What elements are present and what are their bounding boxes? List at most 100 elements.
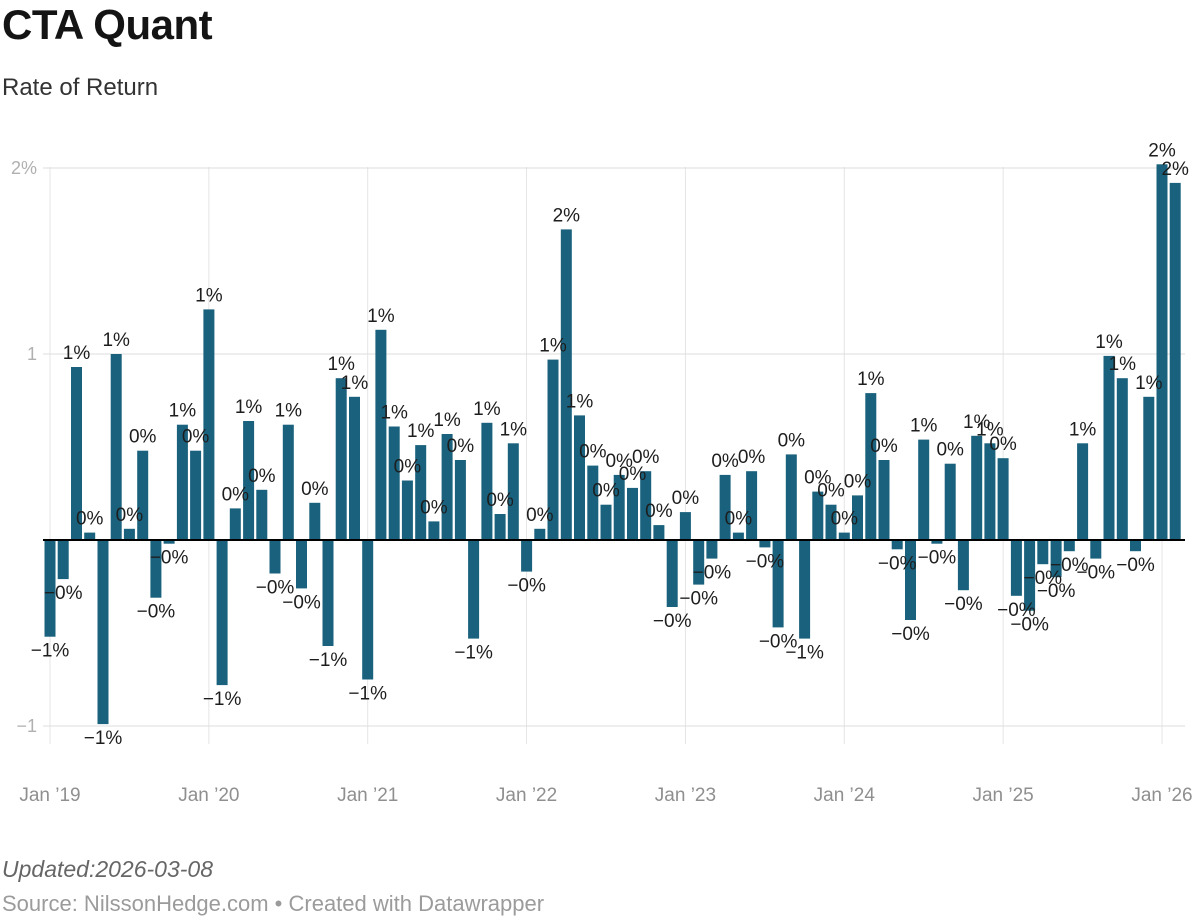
bar-2025-08[interactable]	[1090, 540, 1102, 559]
bar-2022-11[interactable]	[653, 525, 665, 540]
bar-2023-06[interactable]	[746, 471, 758, 540]
bar-2020-07[interactable]	[282, 424, 294, 540]
bar-2020-11[interactable]	[335, 378, 347, 540]
bar-2023-04[interactable]	[719, 474, 731, 540]
bar-2020-12[interactable]	[349, 396, 360, 540]
bar-2020-04[interactable]	[243, 421, 255, 540]
bar-2026-01[interactable]	[1156, 164, 1168, 541]
bar-value-label: 1%	[857, 369, 885, 390]
bar-2020-10[interactable]	[322, 540, 334, 646]
bar-2024-02[interactable]	[852, 495, 863, 540]
bar-2020-03[interactable]	[229, 508, 241, 540]
bar-2022-08[interactable]	[613, 474, 625, 540]
bar-2021-03[interactable]	[388, 426, 400, 541]
bar-value-label: 1%	[910, 416, 938, 437]
bar-2020-02[interactable]	[216, 540, 228, 686]
bar-2026-02[interactable]	[1169, 182, 1181, 540]
bar-2019-09[interactable]	[150, 540, 162, 598]
bar-2021-09[interactable]	[468, 540, 480, 639]
bar-2020-05[interactable]	[256, 489, 268, 540]
bar-2019-01[interactable]	[44, 540, 56, 637]
bar-2019-02[interactable]	[57, 540, 69, 580]
bar-2020-06[interactable]	[269, 540, 281, 574]
bar-2025-10[interactable]	[1116, 378, 1128, 540]
bar-2024-07[interactable]	[918, 439, 930, 540]
bar-2019-08[interactable]	[137, 450, 149, 540]
bar-2025-04[interactable]	[1037, 540, 1049, 565]
bar-2022-05[interactable]	[574, 415, 585, 540]
bar-2020-08[interactable]	[296, 540, 307, 589]
bar-2024-01[interactable]	[838, 532, 850, 540]
bar-2024-12[interactable]	[984, 443, 996, 540]
bar-2022-01[interactable]	[521, 540, 533, 572]
bar-2021-01[interactable]	[362, 540, 374, 680]
bar-2022-06[interactable]	[587, 465, 599, 540]
bar-2019-05[interactable]	[97, 540, 109, 725]
bar-2022-09[interactable]	[627, 487, 638, 540]
bar-value-label: 0%	[936, 440, 964, 461]
bar-2023-12[interactable]	[825, 504, 837, 540]
y-axis-label: 2%	[11, 158, 37, 178]
bar-2021-11[interactable]	[494, 514, 506, 540]
bar-2021-06[interactable]	[428, 521, 440, 540]
bar-2019-07[interactable]	[123, 528, 135, 540]
bar-2023-11[interactable]	[812, 491, 824, 540]
bar-2021-07[interactable]	[441, 434, 453, 540]
bar-2025-11[interactable]	[1130, 540, 1141, 552]
bar-2025-01[interactable]	[997, 458, 1009, 540]
bar-value-label: 1%	[407, 421, 435, 442]
bar-2025-09[interactable]	[1103, 355, 1115, 540]
bar-2025-06[interactable]	[1063, 540, 1075, 552]
bar-value-label: 2%	[1161, 159, 1189, 180]
bar-2023-07[interactable]	[759, 540, 771, 548]
bar-2023-09[interactable]	[785, 454, 797, 540]
bar-2022-12[interactable]	[666, 540, 678, 607]
bar-2024-08[interactable]	[931, 540, 943, 544]
bar-value-label: 1%	[1069, 419, 1097, 440]
bar-2021-08[interactable]	[454, 460, 466, 540]
bar-2019-04[interactable]	[84, 532, 96, 540]
bar-value-label: 0%	[394, 457, 422, 478]
bar-value-label: 1%	[1109, 354, 1137, 375]
bar-2024-09[interactable]	[944, 463, 956, 540]
bar-2023-08[interactable]	[772, 540, 784, 628]
bar-2025-05[interactable]	[1050, 540, 1062, 578]
bar-2022-04[interactable]	[560, 229, 572, 540]
bar-2024-10[interactable]	[957, 540, 969, 591]
bar-2020-01[interactable]	[203, 309, 215, 540]
bar-2022-07[interactable]	[600, 504, 612, 540]
bar-2022-10[interactable]	[640, 471, 652, 540]
bar-2024-03[interactable]	[865, 393, 877, 540]
bar-2023-01[interactable]	[679, 512, 691, 540]
bar-2021-05[interactable]	[415, 445, 427, 540]
bar-2023-05[interactable]	[732, 532, 744, 540]
bar-2023-10[interactable]	[799, 540, 811, 639]
bar-2022-02[interactable]	[534, 528, 546, 540]
bar-2024-05[interactable]	[891, 540, 903, 550]
bar-2025-02[interactable]	[1010, 540, 1022, 596]
bar-2021-02[interactable]	[375, 329, 387, 540]
bar-2024-11[interactable]	[971, 435, 983, 540]
bar-2024-04[interactable]	[878, 460, 890, 540]
bar-2019-03[interactable]	[71, 367, 82, 540]
bar-2022-03[interactable]	[547, 359, 559, 540]
bar-value-label: −0%	[679, 589, 718, 610]
bar-2025-07[interactable]	[1077, 443, 1089, 540]
bar-2019-12[interactable]	[190, 450, 202, 540]
bar-2019-11[interactable]	[176, 424, 188, 540]
bar-2023-02[interactable]	[693, 540, 705, 585]
bar-value-label: 1%	[235, 397, 263, 418]
x-axis-label: Jan ’21	[337, 785, 398, 806]
bar-2021-04[interactable]	[401, 480, 413, 541]
bar-2025-12[interactable]	[1143, 396, 1155, 540]
bar-2021-12[interactable]	[507, 443, 519, 540]
bar-2019-10[interactable]	[163, 540, 175, 544]
bar-2024-06[interactable]	[905, 540, 916, 620]
bar-2019-06[interactable]	[110, 354, 122, 540]
bar-2020-09[interactable]	[309, 502, 321, 540]
bar-value-label: 0%	[844, 471, 872, 492]
bar-value-label: −0%	[150, 548, 189, 569]
bar-2023-03[interactable]	[706, 540, 718, 559]
bar-2025-03[interactable]	[1024, 540, 1036, 611]
bar-2021-10[interactable]	[481, 422, 493, 540]
